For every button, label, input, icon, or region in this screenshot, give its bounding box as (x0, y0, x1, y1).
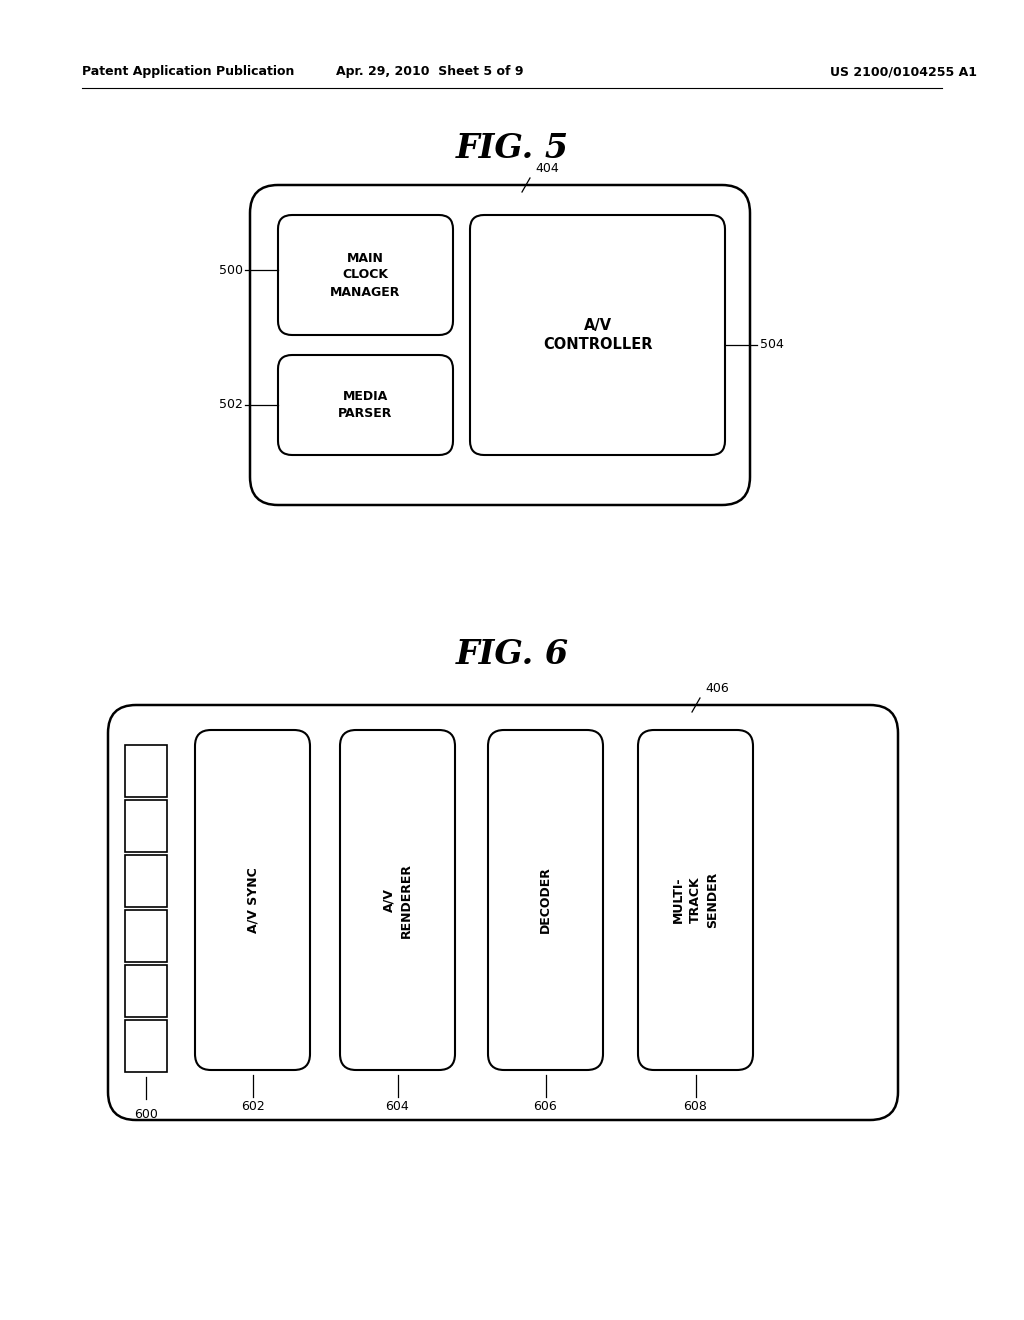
Text: 602: 602 (241, 1101, 264, 1114)
Text: US 2100/0104255 A1: US 2100/0104255 A1 (830, 66, 977, 78)
Bar (125, 855, 167, 907)
FancyBboxPatch shape (488, 730, 603, 1071)
Text: A/V
CONTROLLER: A/V CONTROLLER (543, 318, 652, 352)
Text: DECODER: DECODER (539, 866, 552, 933)
FancyBboxPatch shape (108, 705, 898, 1119)
FancyBboxPatch shape (470, 215, 725, 455)
Bar (125, 800, 167, 851)
Text: 608: 608 (684, 1101, 708, 1114)
Text: A/V
RENDERER: A/V RENDERER (383, 862, 413, 937)
Text: Apr. 29, 2010  Sheet 5 of 9: Apr. 29, 2010 Sheet 5 of 9 (336, 66, 523, 78)
Text: Patent Application Publication: Patent Application Publication (82, 66, 294, 78)
Text: 606: 606 (534, 1101, 557, 1114)
FancyBboxPatch shape (250, 185, 750, 506)
Text: A/V SYNC: A/V SYNC (246, 867, 259, 933)
Text: 406: 406 (705, 682, 729, 696)
Text: 404: 404 (535, 162, 559, 176)
Text: MEDIA
PARSER: MEDIA PARSER (338, 389, 392, 420)
Text: 604: 604 (386, 1101, 410, 1114)
FancyBboxPatch shape (340, 730, 455, 1071)
FancyBboxPatch shape (195, 730, 310, 1071)
Text: FIG. 6: FIG. 6 (456, 639, 568, 672)
Bar (125, 744, 167, 797)
Bar (125, 1020, 167, 1072)
FancyBboxPatch shape (278, 355, 453, 455)
Text: 502: 502 (219, 399, 243, 412)
Text: 504: 504 (760, 338, 784, 351)
FancyBboxPatch shape (278, 215, 453, 335)
Bar (125, 965, 167, 1016)
Text: 600: 600 (134, 1109, 158, 1122)
Text: FIG. 5: FIG. 5 (456, 132, 568, 165)
Bar (125, 909, 167, 962)
Text: MULTI-
TRACK
SENDER: MULTI- TRACK SENDER (672, 873, 719, 928)
FancyBboxPatch shape (638, 730, 753, 1071)
Text: 500: 500 (219, 264, 243, 276)
Text: MAIN
CLOCK
MANAGER: MAIN CLOCK MANAGER (331, 252, 400, 298)
